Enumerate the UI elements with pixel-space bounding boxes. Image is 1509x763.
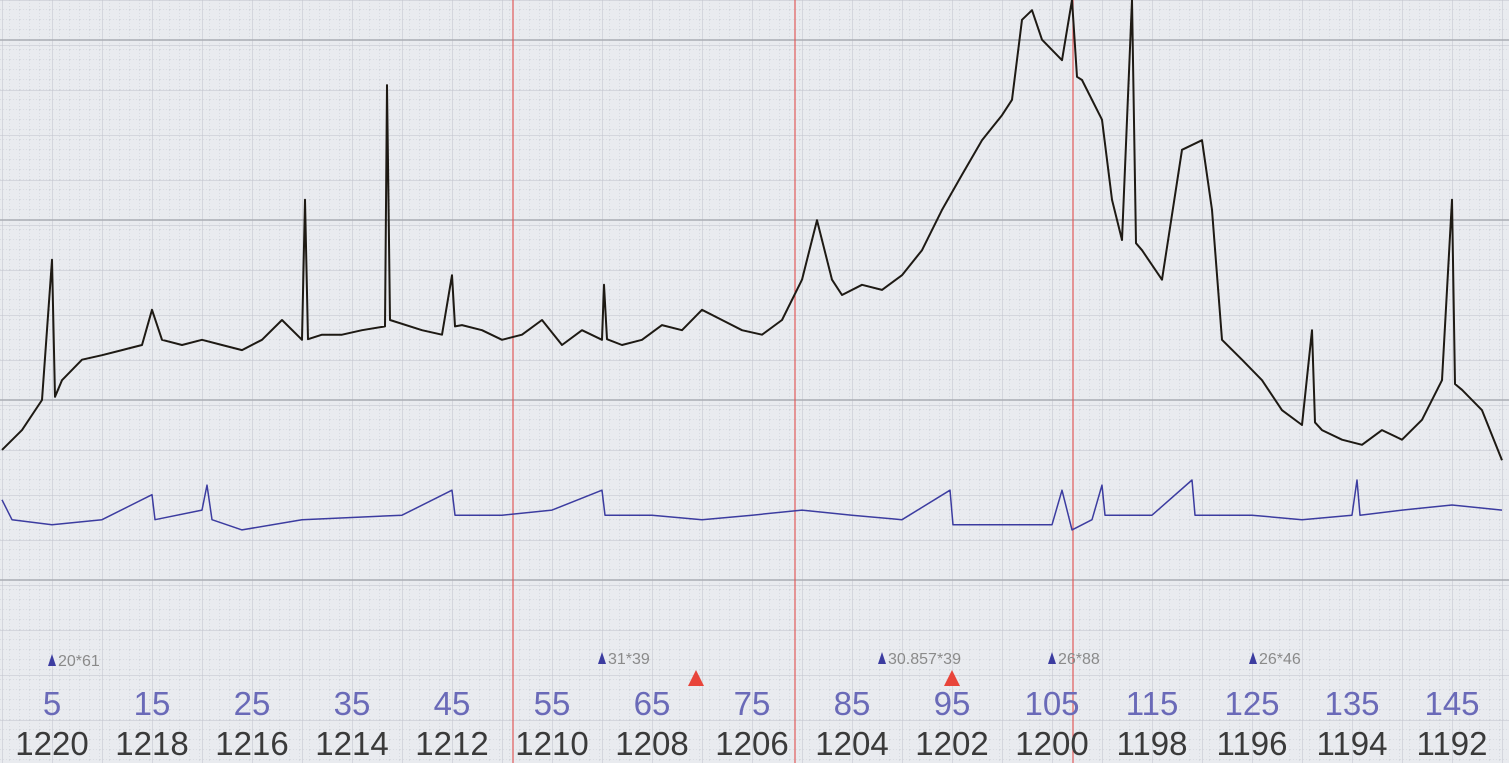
x2-tick-label: 1212: [415, 725, 488, 762]
annotation-marker: [878, 652, 886, 664]
x-tick-label: 105: [1024, 685, 1079, 722]
x-tick-label: 65: [634, 685, 671, 722]
trace: [1, 0, 1503, 461]
x-tick-label: 5: [43, 685, 61, 722]
x-tick-label: 75: [734, 685, 771, 722]
annotation: 31*39: [608, 651, 650, 668]
x2-tick-label: 1196: [1217, 725, 1288, 762]
x2-tick-label: 1200: [1015, 725, 1088, 762]
x2-tick-label: 1194: [1317, 725, 1388, 762]
x2-tick-label: 1204: [815, 725, 888, 762]
x-tick-label: 125: [1224, 685, 1279, 722]
annotation-marker: [48, 654, 56, 666]
x-tick-label: 55: [534, 685, 571, 722]
annotation: 20*61: [58, 653, 100, 670]
annotation-marker: [598, 652, 606, 664]
x2-tick-label: 1202: [915, 725, 988, 762]
x-tick-label: 85: [834, 685, 871, 722]
red-markers: [688, 670, 960, 686]
trace: [1, 479, 1503, 531]
x2-tick-label: 1220: [15, 725, 88, 762]
red-divider: [512, 0, 1074, 763]
annotation: 30.857*39: [888, 651, 961, 668]
x-tick-label: 145: [1424, 685, 1479, 722]
x-tick-label: 25: [234, 685, 271, 722]
x2-tick-label: 1208: [615, 725, 688, 762]
x2-tick-label: 1192: [1417, 725, 1488, 762]
annotation: 26*46: [1259, 651, 1301, 668]
annotation: 26*88: [1058, 651, 1100, 668]
x2-tick-label: 1206: [715, 725, 788, 762]
x2-tick-label: 1214: [315, 725, 388, 762]
x-tick-label: 35: [334, 685, 371, 722]
x2-tick-label: 1216: [215, 725, 288, 762]
x2-tick-label: 1198: [1117, 725, 1188, 762]
x-tick-label: 45: [434, 685, 471, 722]
major-grid: [0, 39, 1509, 581]
x2-tick-label: 1210: [515, 725, 588, 762]
x-tick-label: 135: [1324, 685, 1379, 722]
x-tick-label: 115: [1126, 685, 1179, 722]
x-tick-label: 95: [934, 685, 971, 722]
annotation-marker: [1048, 652, 1056, 664]
x2-tick-label: 1218: [115, 725, 188, 762]
x-tick-label: 15: [134, 685, 171, 722]
annotation-marker: [1249, 652, 1257, 664]
